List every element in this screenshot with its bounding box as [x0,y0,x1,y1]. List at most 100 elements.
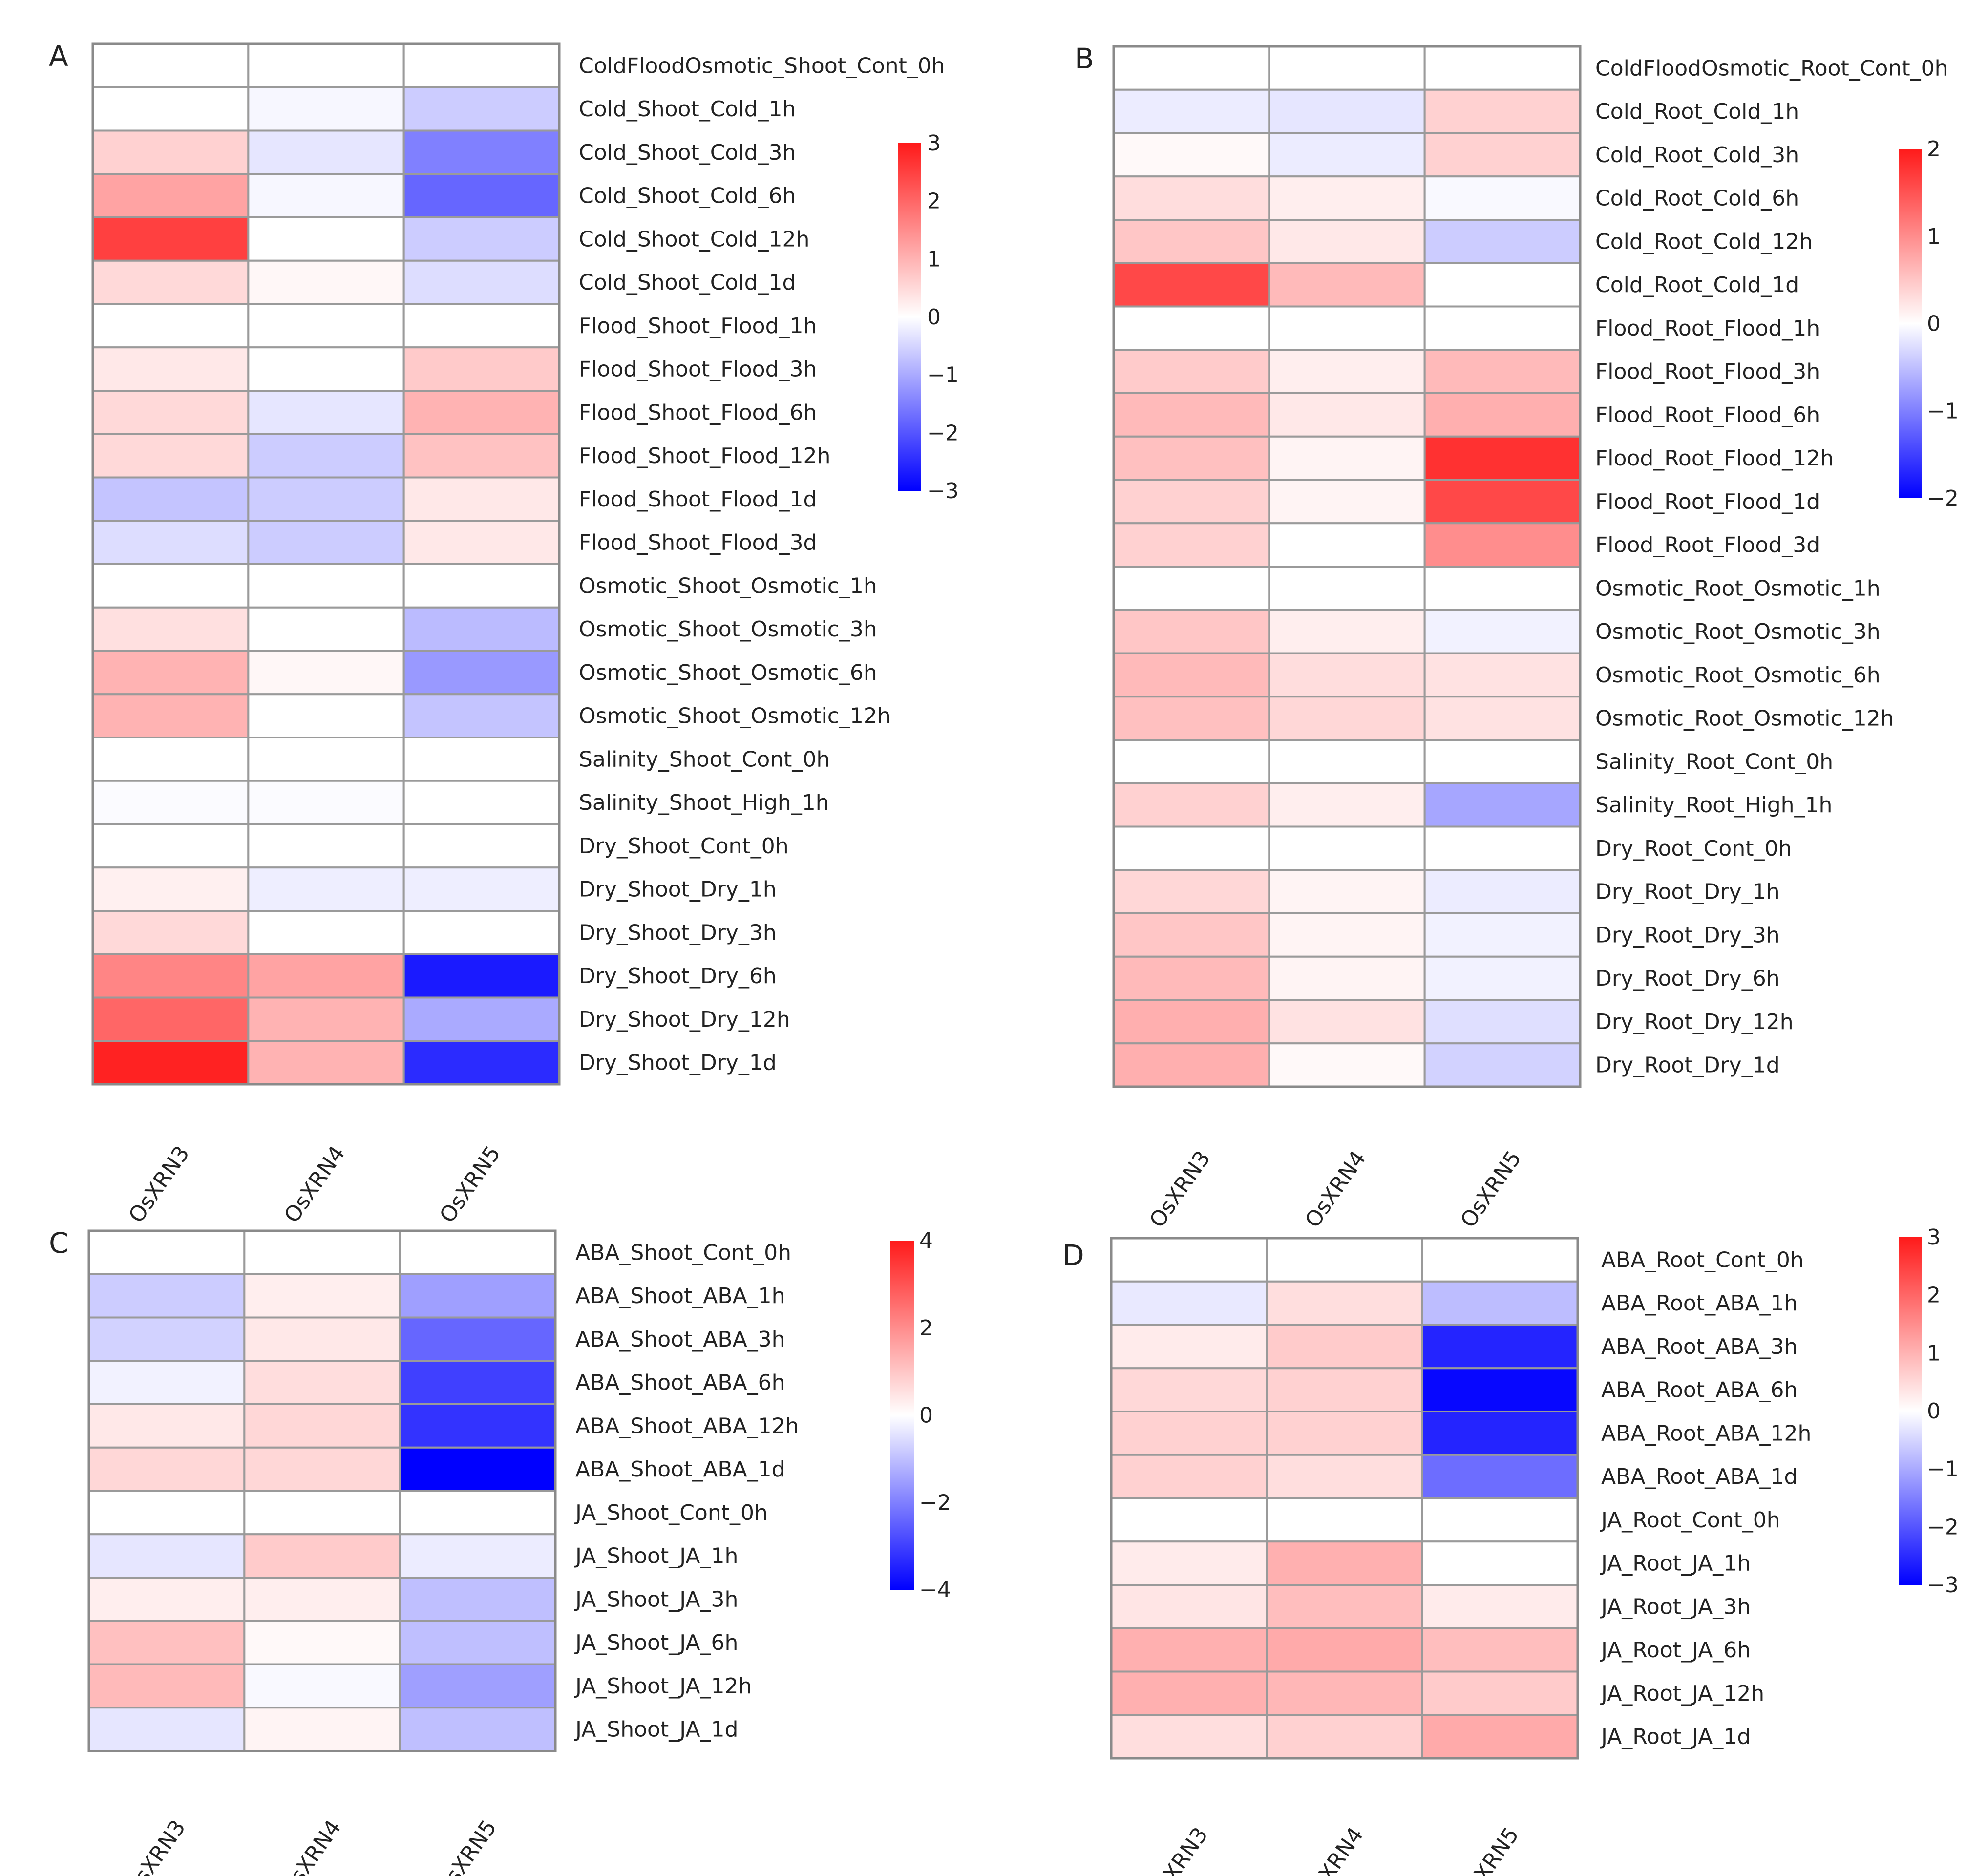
row-label: Dry_Root_Dry_6h [1595,966,1780,991]
heatmap-cell [88,1360,246,1405]
heatmap-cell [1268,739,1426,784]
heatmap-cell [1113,175,1270,221]
heatmap-cell [1268,175,1426,221]
heatmap-cell [402,1040,561,1085]
heatmap-cell [243,1490,401,1536]
row-label: JA_Root_JA_3h [1600,1594,1751,1619]
color-scale-bar [890,1241,914,1590]
row-label: Cold_Root_Cold_1h [1595,99,1799,124]
heatmap-cell [1268,782,1426,828]
column-label: OsXRN3 [124,1141,195,1227]
heatmap-cell [247,129,405,175]
scale-tick-label: 2 [927,189,941,214]
scale-tick-label: −3 [1927,1573,1959,1598]
heatmap-cell [243,1230,401,1275]
heatmap-cell [1113,45,1270,91]
heatmap-cell [1113,609,1270,654]
heatmap-cell [1266,1584,1423,1629]
panel-letter: C [49,1226,69,1260]
heatmap-cell [1423,869,1582,914]
heatmap-cell [247,520,405,565]
heatmap-frame [1112,45,1582,1088]
scale-tick-label: 3 [1927,1225,1941,1250]
column-label: OsXRN3 [1145,1146,1216,1232]
scale-tick-label: 0 [1927,1399,1941,1424]
heatmap-cell [247,823,405,869]
heatmap-cell [1110,1714,1268,1759]
heatmap-cell [1268,262,1426,308]
heatmap-cell [247,1040,405,1085]
heatmap-cell [1268,566,1426,611]
heatmap-cell [1268,869,1426,914]
heatmap-cell [402,780,561,825]
panel-letter: A [49,40,68,73]
heatmap-cell [247,650,405,696]
row-label: ABA_Root_Cont_0h [1601,1247,1804,1272]
row-label: JA_Root_JA_1d [1600,1725,1751,1750]
heatmap-cell [1421,1411,1579,1456]
heatmap-cell [1268,696,1426,741]
heatmap-cell [402,910,561,955]
heatmap-cell [402,216,561,262]
heatmap-cell [1268,219,1426,264]
heatmap-cell [243,1403,401,1449]
row-label: Flood_Root_Flood_12h [1595,446,1834,471]
panel-letter: B [1075,42,1094,75]
heatmap-cell [1266,1714,1423,1759]
heatmap-cell [1113,262,1270,308]
row-label: Cold_Root_Cold_1d [1595,273,1799,297]
heatmap-cell [402,476,561,522]
heatmap-cell [247,910,405,955]
heatmap-cell [1113,955,1270,1001]
scale-tick-label: 2 [1927,1283,1941,1308]
row-label: Cold_Root_Cold_12h [1595,229,1813,254]
heatmap-cell [88,1316,246,1362]
heatmap-cell [1268,45,1426,91]
heatmap-cell [92,433,250,479]
row-label: JA_Shoot_JA_1h [574,1544,738,1569]
panel-letter: D [1062,1239,1084,1272]
heatmap-cell [1113,652,1270,698]
heatmap-cell [92,563,250,609]
heatmap-cell [1423,739,1582,784]
heatmap-cell [243,1533,401,1579]
color-scale-bar [1899,1237,1922,1585]
row-label: Flood_Shoot_Flood_1d [579,487,817,512]
row-label: Flood_Shoot_Flood_1h [579,314,817,338]
heatmap-cell [1421,1627,1579,1673]
column-label: OsXRN5 [431,1815,502,1876]
heatmap-cell [92,303,250,349]
row-label: ABA_Shoot_ABA_3h [575,1327,785,1352]
heatmap-cell [1421,1670,1579,1716]
row-label: Flood_Shoot_Flood_12h [579,443,830,468]
heatmap-cell [402,433,561,479]
heatmap-cell [1423,955,1582,1001]
heatmap-cell [399,1663,557,1709]
heatmap-cell [1423,349,1582,394]
heatmap-cell [1268,955,1426,1001]
heatmap-cell [399,1620,557,1665]
heatmap-cell [1110,1584,1268,1629]
heatmap-cell [92,476,250,522]
row-label: Dry_Shoot_Dry_1h [579,877,777,902]
heatmap-cell [88,1230,246,1275]
heatmap-cell [1421,1367,1579,1412]
row-label: ColdFloodOsmotic_Shoot_Cont_0h [579,53,945,78]
row-label: Cold_Shoot_Cold_6h [579,184,796,209]
heatmap-cell [88,1707,246,1752]
heatmap-cell [399,1577,557,1622]
heatmap-cell [92,737,250,782]
heatmap-cell [1113,522,1270,568]
heatmap-cell [247,606,405,652]
scale-tick-label: 0 [1927,312,1941,337]
row-label: ABA_Shoot_ABA_12h [575,1413,799,1438]
heatmap-cell [247,173,405,218]
heatmap-cell [1266,1497,1423,1543]
heatmap-cell [247,563,405,609]
heatmap-cell [247,953,405,999]
scale-tick-label: 3 [927,131,941,156]
heatmap-cell [1423,652,1582,698]
heatmap-frame [1110,1237,1579,1760]
heatmap-cell [1268,1042,1426,1088]
row-label: JA_Shoot_JA_1d [574,1717,738,1742]
